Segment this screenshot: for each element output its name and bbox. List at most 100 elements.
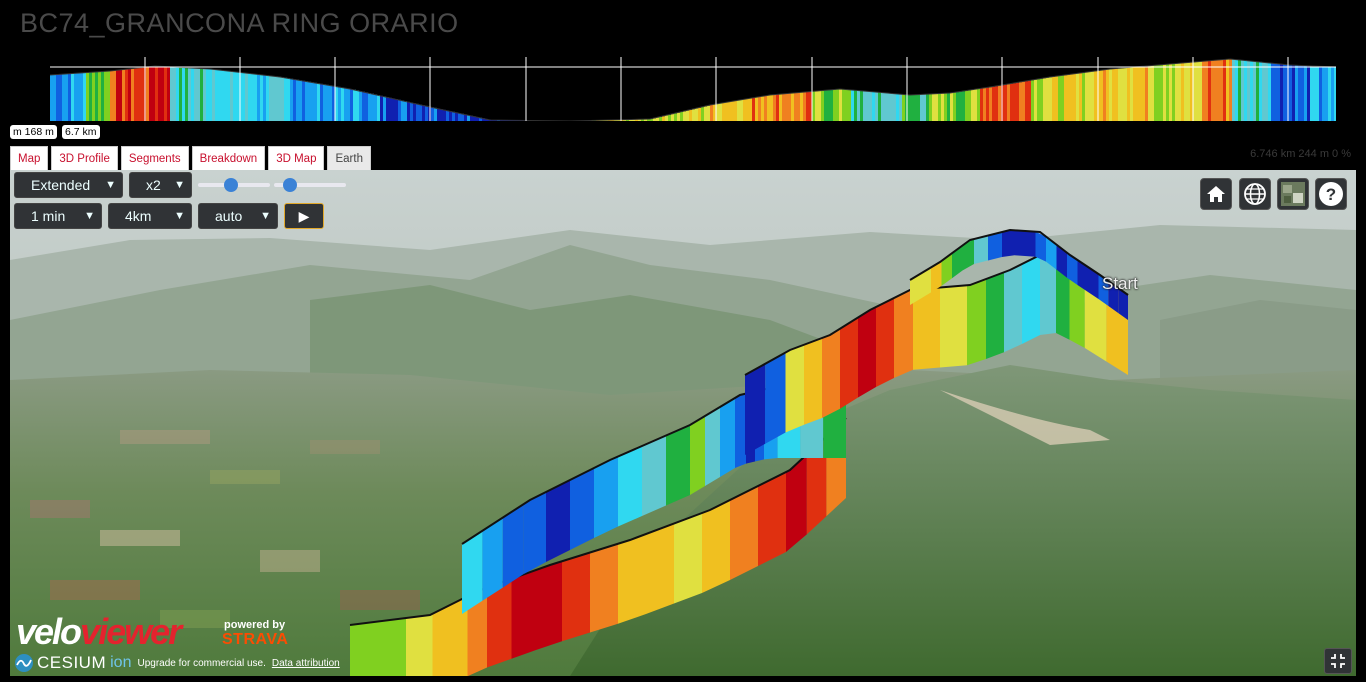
profile-stripe: [665, 115, 668, 121]
terrain-scene[interactable]: [10, 170, 1356, 676]
profile-stripe: [974, 89, 977, 121]
view-mode-select[interactable]: Extended ▼: [14, 172, 123, 198]
profile-stripe: [677, 112, 680, 121]
profile-stripe: [1199, 61, 1202, 121]
cesium-logo-text: CESIUM: [37, 653, 107, 672]
profile-stripe: [953, 92, 956, 121]
slider-1[interactable]: [198, 177, 270, 193]
exaggeration-select[interactable]: x2 ▼: [129, 172, 192, 198]
profile-stripe: [842, 89, 845, 121]
slider-thumb[interactable]: [282, 178, 297, 192]
profile-stripe: [869, 91, 872, 121]
profile-stripe: [308, 81, 311, 121]
help-button[interactable]: ?: [1315, 178, 1347, 210]
tab-3d-profile[interactable]: 3D Profile: [51, 146, 118, 170]
profile-stripe: [1202, 61, 1205, 121]
profile-stripe: [1067, 74, 1070, 121]
profile-stripe: [881, 92, 884, 121]
profile-stripe: [674, 113, 677, 121]
profile-stripe: [839, 89, 842, 121]
profile-stripe: [965, 90, 968, 121]
elevation-profile[interactable]: [50, 57, 1336, 121]
profile-stripe: [1112, 68, 1115, 121]
profile-stripe: [920, 94, 923, 121]
profile-stripe: [128, 69, 131, 121]
profile-stripe: [317, 83, 320, 121]
upgrade-text: Upgrade for commercial use.: [137, 657, 266, 669]
profile-stripe: [278, 76, 281, 121]
route-ribbon-stripe: [910, 273, 921, 305]
profile-stripe: [191, 67, 194, 121]
scene-mode-button[interactable]: [1239, 178, 1271, 210]
distance-select[interactable]: 4km ▼: [108, 203, 192, 229]
data-attribution-link[interactable]: Data attribution: [271, 657, 340, 669]
profile-stripe: [659, 116, 662, 121]
profile-stripe: [329, 85, 332, 121]
profile-stripe: [368, 93, 371, 121]
profile-stripe: [875, 92, 878, 121]
profile-stripe: [482, 118, 485, 121]
profile-stripe: [206, 68, 209, 121]
route-ribbon-stripe: [646, 523, 674, 614]
profile-stripe: [185, 67, 188, 121]
play-button[interactable]: ▶: [284, 203, 324, 229]
profile-stripe: [1049, 77, 1052, 121]
earth-3d-viewport[interactable]: Extended ▼ x2 ▼ 1 min ▼ 4km ▼ auto ▼ ▶: [10, 170, 1356, 676]
profile-stripe: [155, 66, 158, 121]
duration-value: 1 min: [31, 208, 66, 224]
profile-stripe: [914, 94, 917, 121]
profile-stripe: [218, 69, 221, 121]
profile-stripe: [1193, 62, 1196, 121]
profile-stripe: [1091, 71, 1094, 121]
tab-3d-map[interactable]: 3D Map: [268, 146, 325, 170]
slider-2[interactable]: [274, 177, 346, 193]
profile-stripe: [53, 74, 56, 121]
profile-stripe: [62, 74, 65, 121]
profile-stripe: [686, 110, 689, 121]
profile-stripe: [74, 73, 77, 121]
profile-stripe: [263, 75, 266, 121]
profile-stripe: [1235, 59, 1238, 121]
home-icon: [1207, 186, 1225, 202]
camera-select[interactable]: auto ▼: [198, 203, 278, 229]
profile-stripe: [59, 74, 62, 121]
home-button[interactable]: [1200, 178, 1232, 210]
profile-stripe: [68, 73, 71, 121]
profile-stripe: [1163, 64, 1166, 121]
profile-stripe: [170, 66, 173, 121]
route-ribbon-stripe: [920, 267, 931, 299]
route-ribbon-stripe: [804, 338, 822, 425]
profile-stripe: [326, 84, 329, 121]
cesium-icon: [15, 654, 33, 672]
profile-stripe: [134, 68, 137, 121]
profile-stripe: [644, 119, 647, 121]
profile-stripe: [164, 66, 167, 121]
route-ribbon-stripe: [536, 561, 562, 650]
profile-stripe: [377, 95, 380, 121]
tab-map[interactable]: Map: [10, 146, 49, 170]
imagery-picker-button[interactable]: [1277, 178, 1309, 210]
route-ribbon-stripe: [562, 552, 590, 642]
tab-segments[interactable]: Segments: [120, 146, 189, 170]
profile-stripe: [689, 109, 692, 121]
slider-thumb[interactable]: [224, 178, 239, 192]
profile-stripe: [260, 74, 263, 121]
fullscreen-button[interactable]: [1324, 648, 1352, 674]
route-ribbon-stripe: [720, 398, 735, 477]
profile-stripe: [182, 67, 185, 121]
profile-stripe: [797, 92, 800, 121]
profile-stripe: [752, 98, 755, 121]
profile-stripe: [248, 73, 251, 121]
duration-select[interactable]: 1 min ▼: [14, 203, 102, 229]
elevation-profile-chart[interactable]: [50, 57, 1336, 121]
tab-earth[interactable]: Earth: [327, 146, 371, 170]
tab-breakdown[interactable]: Breakdown: [191, 146, 266, 170]
profile-stripe: [968, 90, 971, 121]
help-icon: ?: [1319, 182, 1343, 206]
profile-stripe: [419, 104, 422, 121]
profile-stripe: [926, 94, 929, 121]
profile-stripe: [758, 97, 761, 121]
foreground-hill: [570, 365, 1356, 676]
profile-stripe: [1115, 68, 1118, 121]
profile-stripe: [815, 91, 818, 121]
